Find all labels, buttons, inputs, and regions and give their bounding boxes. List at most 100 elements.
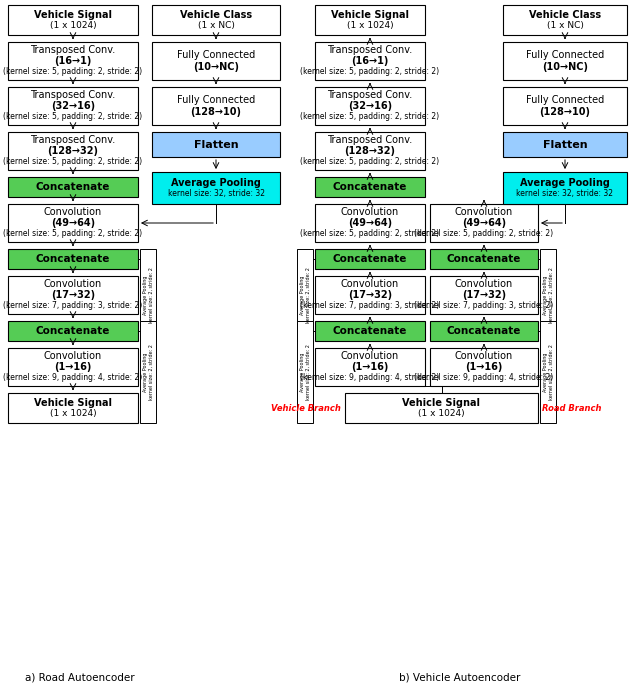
Bar bbox=[503, 5, 627, 35]
Text: Average Pooling: Average Pooling bbox=[171, 178, 261, 187]
Text: (kernel size: 5, padding: 2, stride: 2): (kernel size: 5, padding: 2, stride: 2) bbox=[300, 157, 440, 166]
Bar bbox=[315, 276, 425, 314]
Text: (16→1): (16→1) bbox=[351, 56, 389, 66]
Text: Vehicle Signal: Vehicle Signal bbox=[34, 10, 112, 20]
Text: (10→NC): (10→NC) bbox=[542, 62, 588, 72]
Bar bbox=[8, 87, 138, 125]
Bar bbox=[540, 249, 556, 341]
Bar bbox=[297, 321, 313, 423]
Text: kernel size: 32, stride: 32: kernel size: 32, stride: 32 bbox=[167, 189, 265, 198]
Bar bbox=[315, 5, 425, 35]
Text: Convolution: Convolution bbox=[44, 280, 102, 289]
Text: (1 x 1024): (1 x 1024) bbox=[50, 21, 96, 30]
Bar bbox=[8, 321, 138, 341]
Bar bbox=[503, 87, 627, 125]
Text: (1 x NC): (1 x NC) bbox=[198, 21, 234, 30]
Bar bbox=[8, 249, 138, 269]
Text: a) Road Autoencoder: a) Road Autoencoder bbox=[25, 673, 135, 683]
Text: Road Branch: Road Branch bbox=[542, 403, 602, 412]
Text: (128→32): (128→32) bbox=[344, 146, 396, 156]
Bar bbox=[297, 249, 313, 341]
Text: Average Pooling: Average Pooling bbox=[520, 178, 610, 187]
Text: (17→32): (17→32) bbox=[51, 290, 95, 300]
Text: (kernel size: 7, padding: 3, stride: 2): (kernel size: 7, padding: 3, stride: 2) bbox=[300, 301, 440, 310]
Text: (1 x 1024): (1 x 1024) bbox=[50, 409, 96, 418]
Bar bbox=[152, 87, 280, 125]
Text: (128→32): (128→32) bbox=[47, 146, 99, 156]
Text: Vehicle Branch: Vehicle Branch bbox=[271, 403, 341, 412]
Bar bbox=[8, 42, 138, 80]
Text: Average Pooling
kernel size: 2, stride: 2: Average Pooling kernel size: 2, stride: … bbox=[543, 267, 554, 323]
Bar bbox=[503, 132, 627, 157]
Text: (kernel size: 9, padding: 4, stride: 2): (kernel size: 9, padding: 4, stride: 2) bbox=[300, 373, 440, 382]
Bar bbox=[152, 5, 280, 35]
Text: Concatenate: Concatenate bbox=[333, 182, 407, 192]
Bar bbox=[8, 276, 138, 314]
Text: Transposed Conv.: Transposed Conv. bbox=[30, 45, 116, 56]
Text: (1 x NC): (1 x NC) bbox=[547, 21, 583, 30]
Text: Average Pooling
kernel size: 2, stride: 2: Average Pooling kernel size: 2, stride: … bbox=[143, 344, 154, 400]
Text: Flatten: Flatten bbox=[543, 139, 587, 149]
Text: (1→16): (1→16) bbox=[54, 362, 92, 372]
Bar bbox=[140, 249, 156, 341]
Text: Average Pooling
kernel size: 2, stride: 2: Average Pooling kernel size: 2, stride: … bbox=[300, 344, 310, 400]
Text: Transposed Conv.: Transposed Conv. bbox=[327, 135, 413, 145]
Text: (32→16): (32→16) bbox=[348, 101, 392, 111]
Bar bbox=[430, 249, 538, 269]
Bar bbox=[430, 348, 538, 386]
Text: Vehicle Class: Vehicle Class bbox=[529, 10, 601, 20]
Text: (128→10): (128→10) bbox=[540, 108, 590, 117]
Text: Vehicle Signal: Vehicle Signal bbox=[331, 10, 409, 20]
Text: (kernel size: 9, padding: 4, stride: 2): (kernel size: 9, padding: 4, stride: 2) bbox=[3, 373, 143, 382]
Text: Fully Connected: Fully Connected bbox=[526, 49, 604, 60]
Text: (32→16): (32→16) bbox=[51, 101, 95, 111]
Text: Concatenate: Concatenate bbox=[36, 254, 110, 264]
Text: Vehicle Class: Vehicle Class bbox=[180, 10, 252, 20]
Bar bbox=[152, 172, 280, 204]
Bar bbox=[315, 249, 425, 269]
Text: Transposed Conv.: Transposed Conv. bbox=[327, 90, 413, 101]
Text: (17→32): (17→32) bbox=[348, 290, 392, 300]
Bar bbox=[315, 204, 425, 242]
Bar bbox=[315, 42, 425, 80]
Text: (128→10): (128→10) bbox=[190, 108, 241, 117]
Text: Flatten: Flatten bbox=[193, 139, 238, 149]
Text: b) Vehicle Autoencoder: b) Vehicle Autoencoder bbox=[399, 673, 521, 683]
Bar bbox=[315, 177, 425, 197]
Text: Convolution: Convolution bbox=[44, 351, 102, 362]
Bar bbox=[540, 321, 556, 423]
Text: Transposed Conv.: Transposed Conv. bbox=[327, 45, 413, 56]
Text: (kernel size: 5, padding: 2, stride: 2): (kernel size: 5, padding: 2, stride: 2) bbox=[3, 112, 143, 121]
Text: (kernel size: 5, padding: 2, stride: 2): (kernel size: 5, padding: 2, stride: 2) bbox=[300, 229, 440, 238]
Text: Fully Connected: Fully Connected bbox=[526, 94, 604, 105]
Text: Average Pooling
kernel size: 2, stride: 2: Average Pooling kernel size: 2, stride: … bbox=[143, 267, 154, 323]
Text: Concatenate: Concatenate bbox=[447, 326, 521, 336]
Text: (kernel size: 7, padding: 3, stride: 2): (kernel size: 7, padding: 3, stride: 2) bbox=[3, 301, 143, 310]
Text: Concatenate: Concatenate bbox=[333, 254, 407, 264]
Text: (kernel size: 5, padding: 2, stride: 2): (kernel size: 5, padding: 2, stride: 2) bbox=[300, 67, 440, 76]
Bar bbox=[8, 132, 138, 170]
Text: Fully Connected: Fully Connected bbox=[177, 94, 255, 105]
Text: Vehicle Signal: Vehicle Signal bbox=[403, 398, 480, 408]
Bar bbox=[503, 172, 627, 204]
Bar bbox=[315, 348, 425, 386]
Bar bbox=[430, 321, 538, 341]
Text: (kernel size: 5, padding: 2, stride: 2): (kernel size: 5, padding: 2, stride: 2) bbox=[415, 229, 554, 238]
Text: Concatenate: Concatenate bbox=[36, 326, 110, 336]
Text: (kernel size: 5, padding: 2, stride: 2): (kernel size: 5, padding: 2, stride: 2) bbox=[3, 229, 143, 238]
Text: Convolution: Convolution bbox=[455, 351, 513, 362]
Text: (17→32): (17→32) bbox=[462, 290, 506, 300]
Text: Transposed Conv.: Transposed Conv. bbox=[30, 90, 116, 101]
Bar bbox=[315, 321, 425, 341]
Text: (49→64): (49→64) bbox=[348, 218, 392, 228]
Text: (49→64): (49→64) bbox=[51, 218, 95, 228]
Text: Convolution: Convolution bbox=[44, 208, 102, 217]
Bar bbox=[430, 276, 538, 314]
Text: Vehicle Signal: Vehicle Signal bbox=[34, 398, 112, 408]
Text: (10→NC): (10→NC) bbox=[193, 62, 239, 72]
Text: (1 x 1024): (1 x 1024) bbox=[347, 21, 393, 30]
Text: (kernel size: 9, padding: 4, stride: 2): (kernel size: 9, padding: 4, stride: 2) bbox=[415, 373, 554, 382]
Text: (49→64): (49→64) bbox=[462, 218, 506, 228]
Text: Convolution: Convolution bbox=[455, 208, 513, 217]
Text: Fully Connected: Fully Connected bbox=[177, 49, 255, 60]
